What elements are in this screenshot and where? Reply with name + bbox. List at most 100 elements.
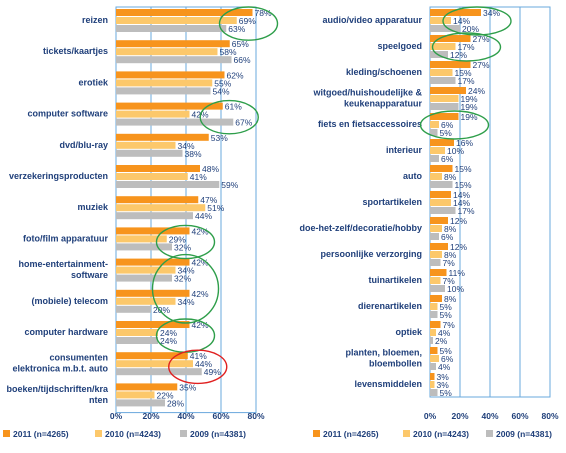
category-label: dvd/blu-ray	[59, 140, 108, 150]
bar	[430, 139, 454, 146]
data-label: 14%	[453, 190, 470, 200]
bar	[430, 321, 441, 328]
category-label: dierenartikelen	[358, 301, 422, 311]
data-label: 47%	[200, 195, 217, 205]
data-label: 32%	[174, 242, 191, 252]
category-label: speelgoed	[377, 41, 422, 51]
bar	[116, 79, 213, 87]
bar	[430, 103, 459, 110]
x-tick-label: 40%	[177, 411, 194, 421]
data-label: 51%	[207, 203, 224, 213]
category-label: kleding/schoenen	[346, 67, 422, 77]
data-label: 66%	[234, 55, 251, 65]
bar	[116, 165, 200, 172]
data-label: 4%	[438, 328, 451, 338]
bar	[430, 191, 451, 198]
data-label: 62%	[227, 70, 244, 80]
category-label: reizen	[82, 15, 108, 25]
data-label: 49%	[204, 367, 221, 377]
bar	[116, 243, 172, 251]
category-label: persoonlijke verzorging	[320, 249, 422, 259]
category-label: audio/video apparatuur	[322, 15, 422, 25]
data-label: 35%	[179, 382, 196, 392]
bar	[430, 173, 442, 180]
category-label: foto/film apparatuur	[23, 233, 108, 243]
data-label: 20%	[462, 24, 479, 34]
data-label: 42%	[192, 258, 209, 268]
bar	[116, 399, 165, 407]
data-label: 17%	[458, 76, 475, 86]
data-label: 58%	[220, 47, 237, 57]
x-tick-label: 0%	[424, 411, 437, 421]
data-label: 3%	[437, 372, 450, 382]
data-label: 17%	[458, 42, 475, 52]
data-label: 15%	[455, 164, 472, 174]
data-label: 29%	[169, 234, 186, 244]
bar	[116, 48, 218, 56]
category-label: auto	[403, 171, 423, 181]
data-label: 14%	[453, 16, 470, 26]
x-tick-label: 80%	[541, 411, 558, 421]
bar	[116, 321, 190, 328]
bar	[430, 225, 442, 232]
data-label: 12%	[450, 216, 467, 226]
bar	[116, 258, 190, 266]
data-label: 8%	[444, 250, 457, 260]
legend-swatch	[486, 430, 493, 437]
bar	[116, 360, 193, 368]
bar	[116, 212, 193, 220]
highlight-ellipse	[155, 224, 216, 260]
data-label: 5%	[440, 346, 453, 356]
bar	[430, 243, 448, 250]
x-tick-label: 80%	[247, 411, 264, 421]
data-label: 55%	[214, 78, 231, 88]
data-label: 53%	[211, 133, 228, 143]
bar	[430, 121, 439, 128]
bar	[116, 383, 178, 391]
data-label: 8%	[444, 172, 457, 182]
data-label: 19%	[461, 94, 478, 104]
highlight-ellipse	[419, 110, 490, 140]
bar	[430, 389, 438, 396]
data-label: 5%	[440, 310, 453, 320]
bar	[116, 305, 151, 313]
bar	[116, 368, 202, 376]
category-label: optiek	[395, 327, 422, 337]
bar	[430, 155, 439, 162]
legend-label: 2011 (n=4265)	[13, 429, 69, 439]
x-tick-label: 20%	[451, 411, 468, 421]
x-tick-label: 0%	[110, 411, 123, 421]
bar	[430, 35, 471, 42]
bar	[430, 303, 438, 310]
bar	[116, 196, 199, 204]
bar	[116, 235, 167, 243]
bar	[430, 25, 460, 32]
category-label: home-entertainment-software	[18, 259, 108, 280]
data-label: 32%	[174, 274, 191, 284]
data-label: 19%	[461, 102, 478, 112]
data-label: 54%	[213, 86, 230, 96]
bar	[116, 71, 225, 79]
legend-label: 2009 (n=4381)	[190, 429, 246, 439]
data-label: 34%	[483, 8, 500, 18]
data-label: 24%	[468, 86, 485, 96]
data-label: 27%	[473, 60, 490, 70]
bar	[430, 355, 439, 362]
category-label: boeken/tijdschriften/kra nten	[6, 384, 109, 405]
bar	[116, 181, 220, 188]
bar	[430, 295, 442, 302]
legend-label: 2009 (n=4381)	[496, 429, 552, 439]
data-label: 44%	[195, 211, 212, 221]
category-label: levensmiddelen	[354, 379, 422, 389]
data-label: 28%	[167, 398, 184, 408]
data-label: 67%	[235, 118, 252, 128]
bar	[430, 217, 448, 224]
data-label: 6%	[441, 354, 454, 364]
bar	[430, 61, 471, 68]
data-label: 34%	[178, 297, 195, 307]
data-label: 42%	[192, 289, 209, 299]
data-label: 5%	[440, 388, 453, 398]
legend-label: 2010 (n=4243)	[105, 429, 161, 439]
bar	[430, 199, 451, 206]
data-label: 22%	[157, 390, 174, 400]
